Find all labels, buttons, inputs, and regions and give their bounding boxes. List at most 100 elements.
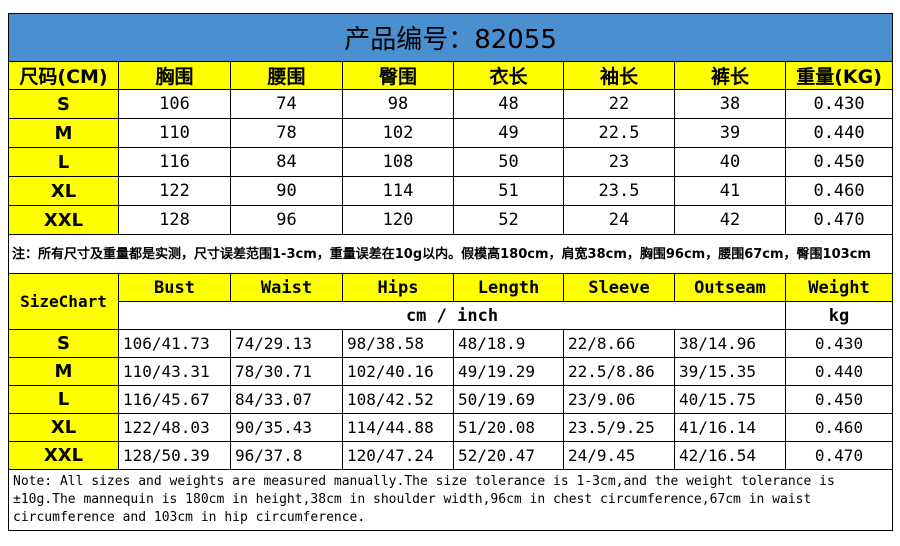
- size-label: M: [8, 118, 119, 148]
- table-cell: 106/41.73: [118, 329, 231, 358]
- table-cell: 23.5/9.25: [563, 413, 675, 442]
- english-note: Note: All sizes and weights are measured…: [8, 469, 893, 531]
- table-cell: 52: [453, 205, 564, 235]
- table-cell: 128/50.39: [118, 441, 231, 470]
- table-cell: 23.5: [563, 176, 675, 206]
- header-bust: Bust: [118, 273, 231, 302]
- table-cell: 0.440: [785, 357, 893, 386]
- size-label: XL: [8, 413, 119, 442]
- chinese-size-table: 产品编号：82055 尺码(CM) 胸围 腰围 臀围 衣长 袖长 裤长 重量(K…: [7, 13, 894, 274]
- unit-cm-inch: cm / inch: [118, 301, 786, 330]
- size-label: S: [8, 89, 119, 119]
- table-cell: 122: [118, 176, 231, 206]
- table-cell: 24/9.45: [563, 441, 675, 470]
- table-row: XL 122 90 114 51 23.5 41 0.460: [8, 176, 894, 206]
- size-label: M: [8, 357, 119, 386]
- header-length: 衣长: [453, 61, 564, 90]
- header-length-en: Length: [453, 273, 564, 302]
- product-title: 产品编号：82055: [7, 13, 894, 62]
- table-cell: 40: [674, 147, 786, 177]
- header-weight-en: Weight: [785, 273, 893, 302]
- table-cell: 50: [453, 147, 564, 177]
- table-cell: 49: [453, 118, 564, 148]
- table-cell: 0.440: [784, 118, 894, 148]
- table-cell: 84: [230, 147, 343, 177]
- table-row: S 106/41.73 74/29.13 98/38.58 48/18.9 22…: [8, 329, 893, 358]
- table-cell: 106: [118, 89, 231, 119]
- table-cell: 122/48.03: [118, 413, 231, 442]
- table-cell: 128: [118, 205, 231, 235]
- table-row: XL 122/48.03 90/35.43 114/44.88 51/20.08…: [8, 413, 893, 442]
- table-cell: 120/47.24: [342, 441, 454, 470]
- unit-kg: kg: [785, 301, 893, 330]
- table-row: L 116/45.67 84/33.07 108/42.52 50/19.69 …: [8, 385, 893, 414]
- header-chest: 胸围: [118, 61, 231, 90]
- table-cell: 116/45.67: [118, 385, 231, 414]
- table-cell: 90/35.43: [230, 413, 343, 442]
- table-cell: 102: [342, 118, 454, 148]
- table-cell: 0.430: [784, 89, 894, 119]
- table-cell: 114/44.88: [342, 413, 454, 442]
- table-cell: 110/43.31: [118, 357, 231, 386]
- table-cell: 22: [563, 89, 675, 119]
- header-weight: 重量(KG): [784, 61, 894, 90]
- header-waist-en: Waist: [230, 273, 343, 302]
- table-row: XXL 128/50.39 96/37.8 120/47.24 52/20.47…: [8, 441, 893, 470]
- table-cell: 23/9.06: [563, 385, 675, 414]
- table-cell: 50/19.69: [453, 385, 564, 414]
- table-cell: 96/37.8: [230, 441, 343, 470]
- table-cell: 0.450: [785, 385, 893, 414]
- table-cell: 98/38.58: [342, 329, 454, 358]
- header-hips: 臀围: [342, 61, 454, 90]
- table-cell: 120: [342, 205, 454, 235]
- table-row: M 110/43.31 78/30.71 102/40.16 49/19.29 …: [8, 357, 893, 386]
- table-cell: 40/15.75: [674, 385, 786, 414]
- table-cell: 51: [453, 176, 564, 206]
- table-cell: 42/16.54: [674, 441, 786, 470]
- table-cell: 48: [453, 89, 564, 119]
- table-cell: 0.460: [785, 413, 893, 442]
- size-label: S: [8, 329, 119, 358]
- table-cell: 52/20.47: [453, 441, 564, 470]
- table-cell: 78: [230, 118, 343, 148]
- table-cell: 0.470: [784, 205, 894, 235]
- table-cell: 84/33.07: [230, 385, 343, 414]
- table-cell: 38/14.96: [674, 329, 786, 358]
- table-cell: 51/20.08: [453, 413, 564, 442]
- table-cell: 102/40.16: [342, 357, 454, 386]
- size-chart-label: SizeChart: [8, 273, 119, 330]
- table-cell: 24: [563, 205, 675, 235]
- size-label: L: [8, 147, 119, 177]
- table-cell: 22/8.66: [563, 329, 675, 358]
- table-cell: 0.450: [784, 147, 894, 177]
- size-label: L: [8, 385, 119, 414]
- header-hips-en: Hips: [342, 273, 454, 302]
- table-cell: 39/15.35: [674, 357, 786, 386]
- table-row: S 106 74 98 48 22 38 0.430: [8, 89, 894, 119]
- table-cell: 48/18.9: [453, 329, 564, 358]
- size-chart-sheet: 产品编号：82055 尺码(CM) 胸围 腰围 臀围 衣长 袖长 裤长 重量(K…: [7, 13, 894, 531]
- table-row: L 116 84 108 50 23 40 0.450: [8, 147, 894, 177]
- header-sleeve-en: Sleeve: [563, 273, 675, 302]
- table-cell: 96: [230, 205, 343, 235]
- header-sleeve: 袖长: [563, 61, 675, 90]
- table-cell: 0.460: [784, 176, 894, 206]
- table-cell: 0.470: [785, 441, 893, 470]
- size-label: XXL: [8, 205, 119, 235]
- english-size-table: SizeChart Bust Waist Hips Length Sleeve …: [8, 273, 893, 531]
- table-cell: 42: [674, 205, 786, 235]
- header-waist: 腰围: [230, 61, 343, 90]
- table-cell: 90: [230, 176, 343, 206]
- table-cell: 116: [118, 147, 231, 177]
- table-cell: 22.5/8.86: [563, 357, 675, 386]
- chinese-note: 注：所有尺寸及重量都是实测，尺寸误差范围1-3cm，重量误差在10g以内。假模高…: [7, 234, 894, 274]
- table-cell: 110: [118, 118, 231, 148]
- table-cell: 108: [342, 147, 454, 177]
- header-size: 尺码(CM): [8, 61, 119, 90]
- size-label: XL: [8, 176, 119, 206]
- header-pants-length: 裤长: [674, 61, 786, 90]
- table-cell: 114: [342, 176, 454, 206]
- table-cell: 41/16.14: [674, 413, 786, 442]
- table-cell: 41: [674, 176, 786, 206]
- table-cell: 74: [230, 89, 343, 119]
